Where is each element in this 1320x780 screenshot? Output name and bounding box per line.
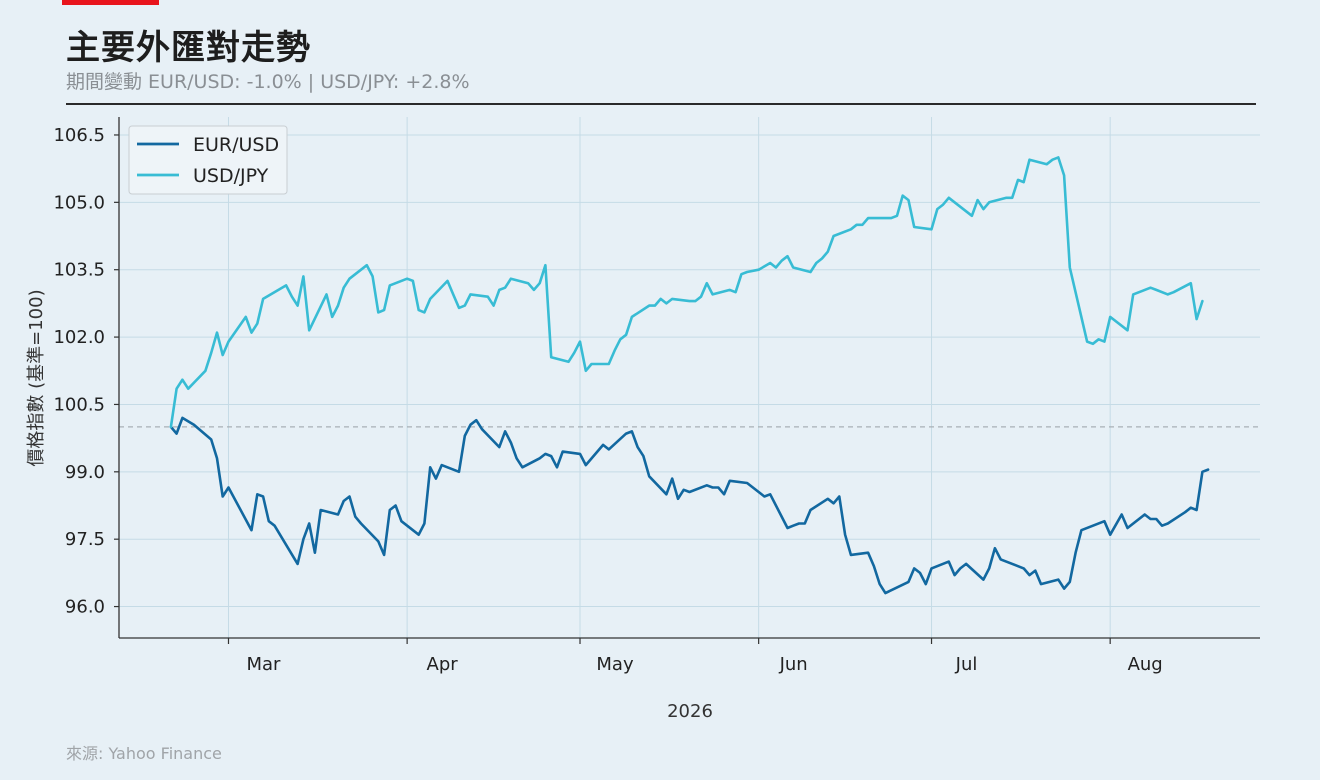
y-tick-label: 105.0 (53, 192, 105, 213)
accent-bar (62, 0, 159, 5)
source-note: 來源: Yahoo Finance (66, 744, 222, 763)
y-axis-title: 價格指數 (基準=100) (26, 289, 47, 466)
axes (118, 117, 1260, 639)
chart-subtitle: 期間變動 EUR/USD: -1.0% | USD/JPY: +2.8% (66, 71, 470, 93)
y-tick-label: 97.5 (65, 529, 105, 550)
x-tick-label: May (596, 654, 634, 675)
y-tick-label: 106.5 (53, 125, 105, 146)
y-tick-label: 96.0 (65, 597, 105, 618)
legend-label: USD/JPY (193, 165, 269, 187)
series-line-usd-jpy (169, 156, 1204, 429)
line-chart: 96.0 97.5 99.0 100.5 102.0 103.5 105.0 106.5 Ma… (26, 117, 1260, 722)
grid-lines (119, 117, 1260, 638)
header-rule (66, 103, 1256, 105)
y-tick-label: 102.0 (53, 327, 105, 348)
x-axis-ticks: Mar Apr May Jun Jul Aug (227, 638, 1163, 675)
y-axis-ticks: 96.0 97.5 99.0 100.5 102.0 103.5 105.0 106.5 (53, 125, 119, 618)
y-tick-label: 100.5 (53, 394, 105, 415)
legend-label: EUR/USD (193, 134, 279, 156)
x-tick-label: Jul (955, 654, 978, 675)
series-group (169, 156, 1210, 595)
series-line-eur-usd (169, 416, 1210, 595)
legend: EUR/USD USD/JPY (128, 125, 288, 195)
y-tick-label: 103.5 (53, 260, 105, 281)
x-tick-label: Apr (427, 654, 459, 675)
x-tick-label: Mar (247, 654, 282, 675)
chart-title: 主要外匯對走勢 (66, 28, 311, 68)
x-tick-label: Aug (1128, 654, 1163, 675)
x-tick-label: Jun (779, 654, 808, 675)
y-tick-label: 99.0 (65, 462, 105, 483)
x-axis-title: 2026 (667, 701, 713, 722)
